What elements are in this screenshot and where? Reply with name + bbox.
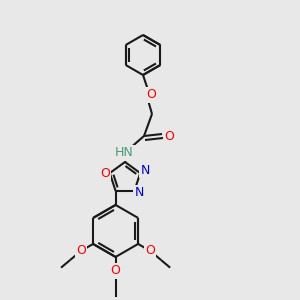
Text: O: O <box>100 167 110 180</box>
Text: O: O <box>146 88 156 101</box>
Text: N: N <box>135 186 144 200</box>
Text: O: O <box>145 244 155 257</box>
Text: O: O <box>164 130 174 142</box>
Text: N: N <box>140 164 150 177</box>
Text: O: O <box>111 264 121 278</box>
Text: HN: HN <box>115 146 134 160</box>
Text: O: O <box>76 244 86 257</box>
